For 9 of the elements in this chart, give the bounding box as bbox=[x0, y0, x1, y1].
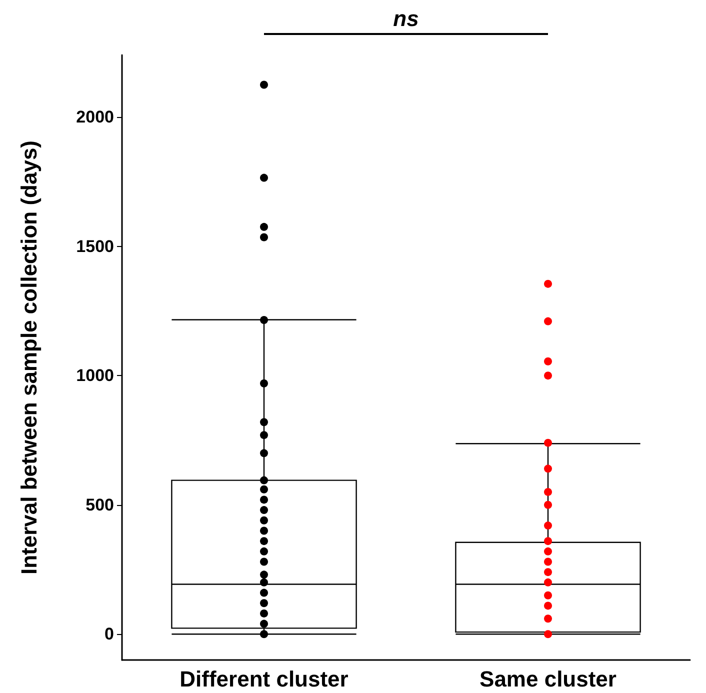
x-tick-label: Different cluster bbox=[180, 666, 349, 692]
y-tick-label: 0 bbox=[104, 624, 114, 644]
y-axis-title: Interval between sample collection (days) bbox=[16, 140, 42, 575]
y-tick-label: 2000 bbox=[76, 108, 114, 127]
y-tick-label: 500 bbox=[86, 495, 114, 514]
y-tick-label: 1000 bbox=[76, 366, 114, 386]
x-tick-label: Same cluster bbox=[480, 666, 617, 692]
y-tick-label: 1500 bbox=[76, 236, 114, 256]
text: ns bbox=[393, 6, 419, 32]
